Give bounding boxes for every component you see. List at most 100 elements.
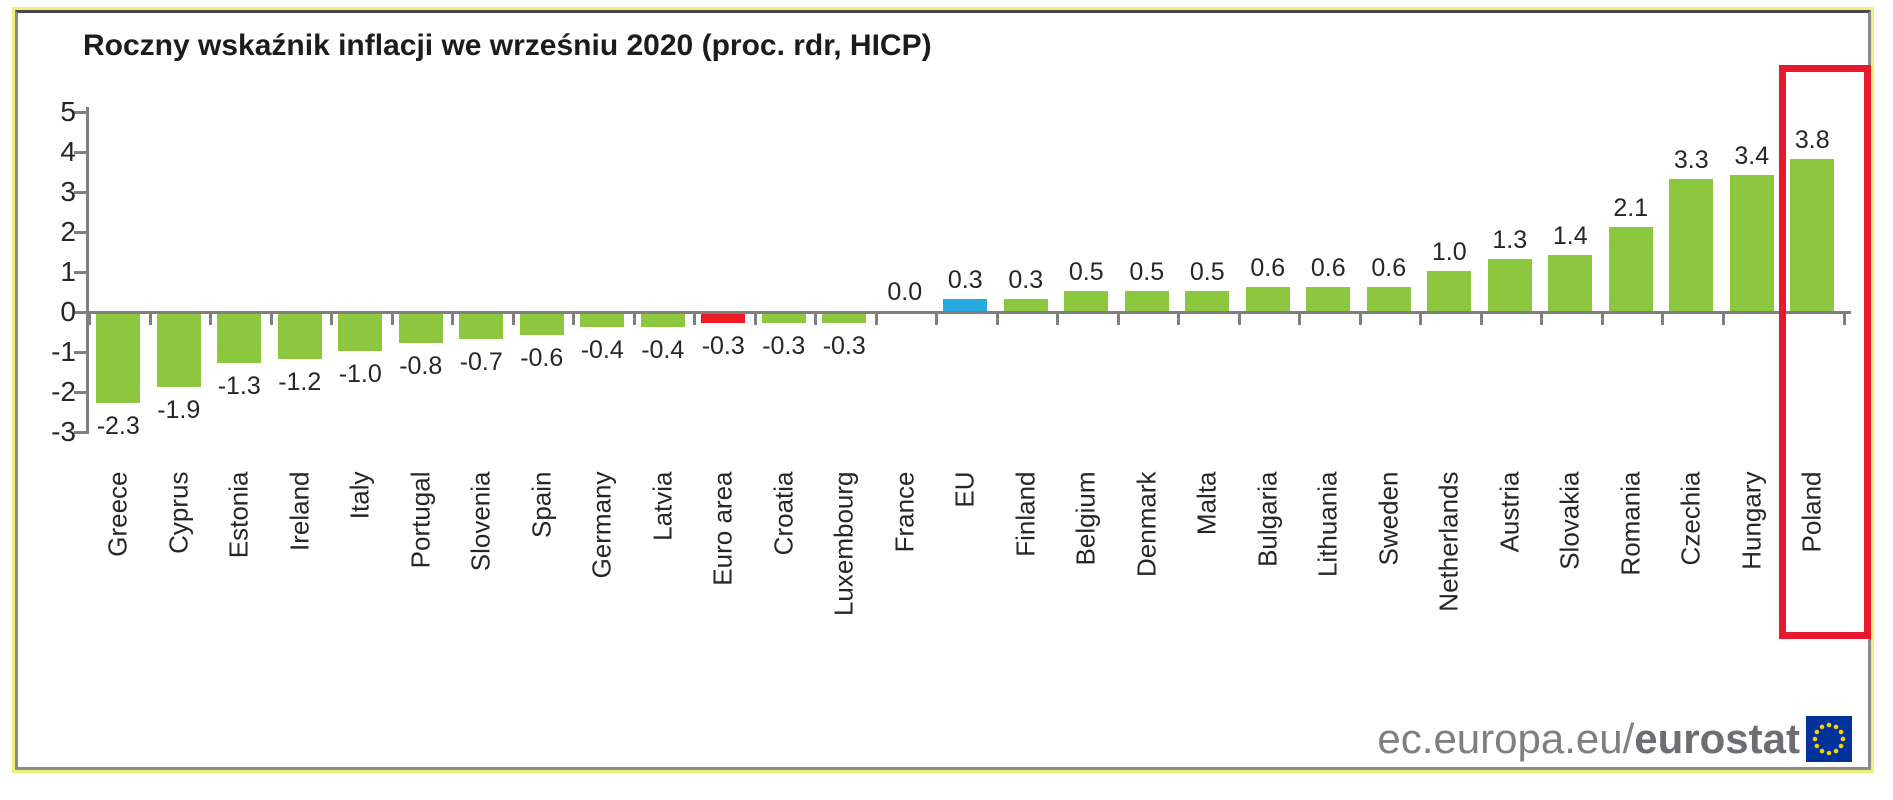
- category-label-cyprus: Cyprus: [163, 471, 194, 554]
- value-label-latvia: -0.4: [641, 336, 685, 364]
- category-label-lithuania: Lithuania: [1312, 471, 1343, 578]
- x-axis-tick: [1540, 314, 1543, 325]
- bar-slovenia: [459, 314, 504, 339]
- bar-spain: [519, 314, 564, 335]
- chart-frame: Roczny wskaźnik inflacji we wrześniu 202…: [12, 7, 1874, 773]
- footer-url-eurostat: eurostat: [1634, 715, 1800, 762]
- x-axis-tick: [1237, 314, 1241, 325]
- footer: ec.europa.eu/eurostat: [1377, 715, 1852, 763]
- x-axis-tick: [1600, 314, 1604, 325]
- bar-lithuania: [1306, 287, 1351, 311]
- value-label-cyprus: -1.9: [157, 396, 201, 424]
- category-label-slovenia: Slovenia: [465, 471, 496, 572]
- x-axis-tick: [1116, 314, 1120, 325]
- bar-chart: 5 4 3 2 1 0 -1 -2 -3 -2.3 Greece -1.9 Cyprus -1.3 Esto…: [18, 13, 1868, 767]
- category-label-ireland: Ireland: [284, 471, 315, 552]
- category-label-hungary: Hungary: [1736, 471, 1767, 570]
- category-label-germany: Germany: [586, 471, 617, 579]
- value-label-slovakia: 1.4: [1552, 222, 1588, 250]
- bar-greece: [96, 314, 141, 403]
- bar-portugal: [398, 314, 443, 343]
- y-axis-tick-label: -1: [51, 336, 76, 367]
- y-axis-tick: [74, 191, 86, 194]
- category-label-luxembourg: Luxembourg: [828, 471, 859, 617]
- x-axis-tick: [1298, 314, 1301, 325]
- bar-austria: [1487, 259, 1532, 311]
- category-label-france: France: [889, 471, 920, 553]
- y-axis-line: [86, 107, 89, 434]
- y-axis-tick: [74, 271, 86, 274]
- bar-hungary: [1729, 175, 1774, 311]
- category-label-netherlands: Netherlands: [1433, 471, 1464, 612]
- category-label-denmark: Denmark: [1131, 471, 1162, 577]
- category-label-belgium: Belgium: [1070, 471, 1101, 566]
- x-axis-tick: [88, 314, 91, 325]
- value-label-eu: 0.3: [947, 266, 983, 294]
- y-axis-tick: [74, 311, 86, 314]
- x-axis-tick: [1056, 314, 1059, 325]
- bar-ireland: [277, 314, 322, 359]
- bar-luxembourg: [822, 314, 867, 323]
- bar-cyprus: [156, 314, 201, 387]
- value-label-luxembourg: -0.3: [822, 332, 866, 360]
- value-label-ireland: -1.2: [278, 368, 322, 396]
- y-axis-tick: [74, 391, 86, 394]
- value-label-portugal: -0.8: [399, 352, 443, 380]
- x-axis-tick: [1419, 314, 1422, 325]
- x-axis-tick: [148, 314, 152, 325]
- bar-sweden: [1366, 287, 1411, 311]
- x-axis-tick: [451, 314, 454, 325]
- y-axis-tick-label: 3: [60, 176, 76, 207]
- bar-slovakia: [1548, 255, 1593, 311]
- x-axis-tick: [874, 314, 878, 325]
- eu-flag-icon: [1806, 716, 1852, 762]
- bar-romania: [1608, 227, 1653, 311]
- category-label-czechia: Czechia: [1675, 471, 1706, 566]
- value-label-austria: 1.3: [1492, 226, 1528, 254]
- bar-estonia: [217, 314, 262, 363]
- value-label-sweden: 0.6: [1371, 254, 1407, 282]
- bar-belgium: [1064, 291, 1109, 311]
- value-label-lithuania: 0.6: [1310, 254, 1346, 282]
- bar-latvia: [640, 314, 685, 327]
- x-axis-tick: [995, 314, 999, 325]
- category-label-austria: Austria: [1494, 471, 1525, 553]
- bar-italy: [338, 314, 383, 351]
- bar-netherlands: [1427, 271, 1472, 311]
- value-label-hungary: 3.4: [1734, 142, 1770, 170]
- category-label-malta: Malta: [1191, 471, 1222, 536]
- y-axis-tick: [74, 431, 86, 434]
- bar-denmark: [1124, 291, 1169, 311]
- bar-czechia: [1669, 179, 1714, 311]
- x-axis-tick: [814, 314, 817, 325]
- x-axis-tick: [572, 314, 575, 325]
- y-axis-tick: [74, 351, 86, 354]
- category-label-eu: EU: [949, 471, 980, 508]
- bar-malta: [1185, 291, 1230, 311]
- y-axis-tick-label: -2: [51, 376, 76, 407]
- category-label-spain: Spain: [526, 471, 557, 539]
- category-label-slovakia: Slovakia: [1554, 471, 1585, 570]
- y-axis-tick-label: 4: [60, 136, 76, 167]
- bar-bulgaria: [1245, 287, 1290, 311]
- x-axis-tick: [1479, 314, 1483, 325]
- category-label-croatia: Croatia: [768, 471, 799, 556]
- x-axis-tick: [1842, 314, 1846, 325]
- x-axis-tick: [935, 314, 938, 325]
- x-axis-tick: [390, 314, 394, 325]
- x-axis-tick: [269, 314, 273, 325]
- value-label-netherlands: 1.0: [1431, 238, 1467, 266]
- value-label-czechia: 3.3: [1673, 146, 1709, 174]
- y-axis-tick: [74, 111, 86, 114]
- value-label-italy: -1.0: [338, 360, 382, 388]
- value-label-malta: 0.5: [1189, 258, 1225, 286]
- value-label-france: 0.0: [887, 278, 923, 306]
- category-label-euro-area: Euro area: [707, 471, 738, 586]
- value-label-spain: -0.6: [520, 344, 564, 372]
- value-label-finland: 0.3: [1008, 266, 1044, 294]
- y-axis-tick-label: 5: [60, 96, 76, 127]
- value-label-belgium: 0.5: [1068, 258, 1104, 286]
- value-label-slovenia: -0.7: [459, 348, 503, 376]
- footer-url-prefix: ec.europa.eu/: [1377, 715, 1635, 762]
